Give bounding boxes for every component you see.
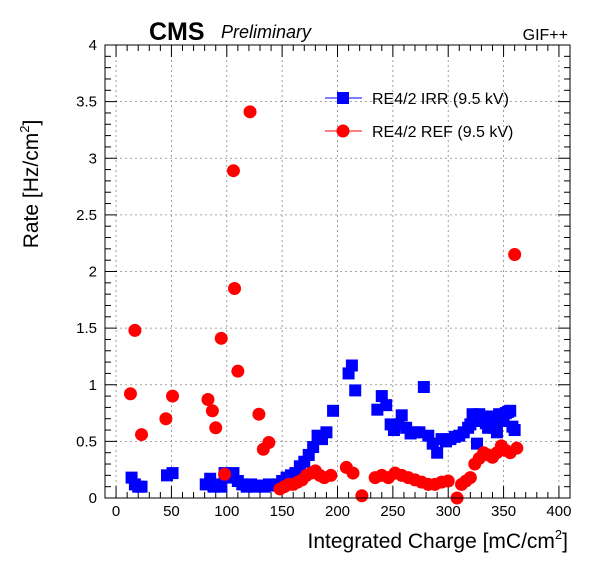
data-point-circle bbox=[209, 421, 223, 435]
data-point-circle bbox=[243, 105, 257, 119]
data-point-circle bbox=[463, 471, 477, 485]
x-axis-title: Integrated Charge [mC/cm2] bbox=[307, 527, 568, 553]
y-tick-label: 1.5 bbox=[76, 320, 97, 337]
data-point-square bbox=[375, 390, 388, 403]
data-point-circle bbox=[128, 323, 142, 337]
x-tick-labels: 0 50 100 150 200 250 300 350 400 bbox=[112, 503, 572, 520]
data-point-square bbox=[508, 424, 521, 437]
data-point-circle bbox=[228, 281, 242, 295]
data-point-circle bbox=[441, 474, 455, 488]
y-tick-label: 4 bbox=[89, 37, 97, 54]
x-tick-label: 200 bbox=[325, 503, 350, 520]
data-point-circle bbox=[135, 428, 149, 442]
y-tick-label: 1 bbox=[89, 377, 97, 394]
data-point-circle bbox=[231, 364, 245, 378]
data-point-square bbox=[345, 359, 358, 372]
series-irr bbox=[125, 359, 521, 493]
data-point-square bbox=[395, 409, 408, 422]
y-tick-label: 2 bbox=[89, 264, 97, 281]
data-point-circle bbox=[226, 164, 240, 178]
legend-marker-circle bbox=[336, 124, 350, 138]
y-tick-label: 0.5 bbox=[76, 433, 97, 450]
data-point-square bbox=[327, 404, 340, 417]
data-point-square bbox=[490, 426, 503, 439]
data-point-square bbox=[417, 381, 430, 394]
x-tick-label: 350 bbox=[491, 503, 516, 520]
data-point-circle bbox=[252, 407, 266, 421]
x-tick-label: 300 bbox=[436, 503, 461, 520]
legend-label-irr: RE4/2 IRR (9.5 kV) bbox=[372, 91, 509, 108]
data-point-square bbox=[431, 446, 444, 459]
experiment-label: CMS bbox=[149, 18, 205, 46]
data-point-circle bbox=[205, 404, 219, 418]
legend-label-ref: RE4/2 REF (9.5 kV) bbox=[372, 124, 513, 141]
data-point-square bbox=[504, 404, 517, 417]
facility-label: GIF++ bbox=[523, 27, 568, 44]
plot-frame bbox=[104, 44, 571, 499]
x-tick-label: 150 bbox=[270, 503, 295, 520]
y-tick-label: 3.5 bbox=[76, 94, 97, 111]
legend-item-irr: RE4/2 IRR (9.5 kV) bbox=[325, 91, 509, 108]
data-point-circle bbox=[510, 441, 524, 455]
x-tick-label: 100 bbox=[214, 503, 239, 520]
grid bbox=[105, 45, 570, 498]
status-label: Preliminary bbox=[221, 22, 312, 42]
y-tick-label: 0 bbox=[89, 490, 97, 507]
y-tick-label: 3 bbox=[89, 150, 97, 167]
data-point-circle bbox=[324, 468, 338, 482]
x-tick-label: 250 bbox=[380, 503, 405, 520]
data-point-square bbox=[166, 467, 179, 480]
x-tick-label: 400 bbox=[546, 503, 571, 520]
data-point-circle bbox=[355, 489, 369, 503]
data-point-square bbox=[471, 437, 483, 450]
data-point-circle bbox=[123, 387, 137, 401]
data-point-circle bbox=[262, 436, 276, 450]
data-point-square bbox=[349, 384, 362, 397]
x-tick-label: 0 bbox=[112, 503, 120, 520]
data-point-circle bbox=[166, 389, 180, 403]
data-point-circle bbox=[346, 466, 360, 480]
y-tick-labels: 0 0.5 1 1.5 2 2.5 3 3.5 4 bbox=[76, 37, 97, 507]
data-point-circle bbox=[508, 248, 522, 262]
data-points bbox=[123, 105, 524, 505]
y-tick-label: 2.5 bbox=[76, 207, 97, 224]
legend-marker-square bbox=[337, 92, 349, 104]
data-point-circle bbox=[214, 331, 228, 345]
data-point-circle bbox=[159, 412, 173, 426]
series-ref bbox=[123, 105, 524, 505]
y-axis-title: Rate [Hz/cm2] bbox=[17, 120, 43, 249]
data-point-square bbox=[135, 480, 148, 493]
legend: RE4/2 IRR (9.5 kV) RE4/2 REF (9.5 kV) bbox=[325, 91, 513, 141]
x-tick-label: 50 bbox=[163, 503, 180, 520]
data-point-square bbox=[380, 399, 393, 412]
data-point-square bbox=[320, 426, 333, 439]
data-point-circle bbox=[201, 392, 215, 406]
legend-item-ref: RE4/2 REF (9.5 kV) bbox=[325, 124, 513, 141]
data-point-square bbox=[215, 480, 228, 493]
data-point-circle bbox=[218, 467, 232, 481]
